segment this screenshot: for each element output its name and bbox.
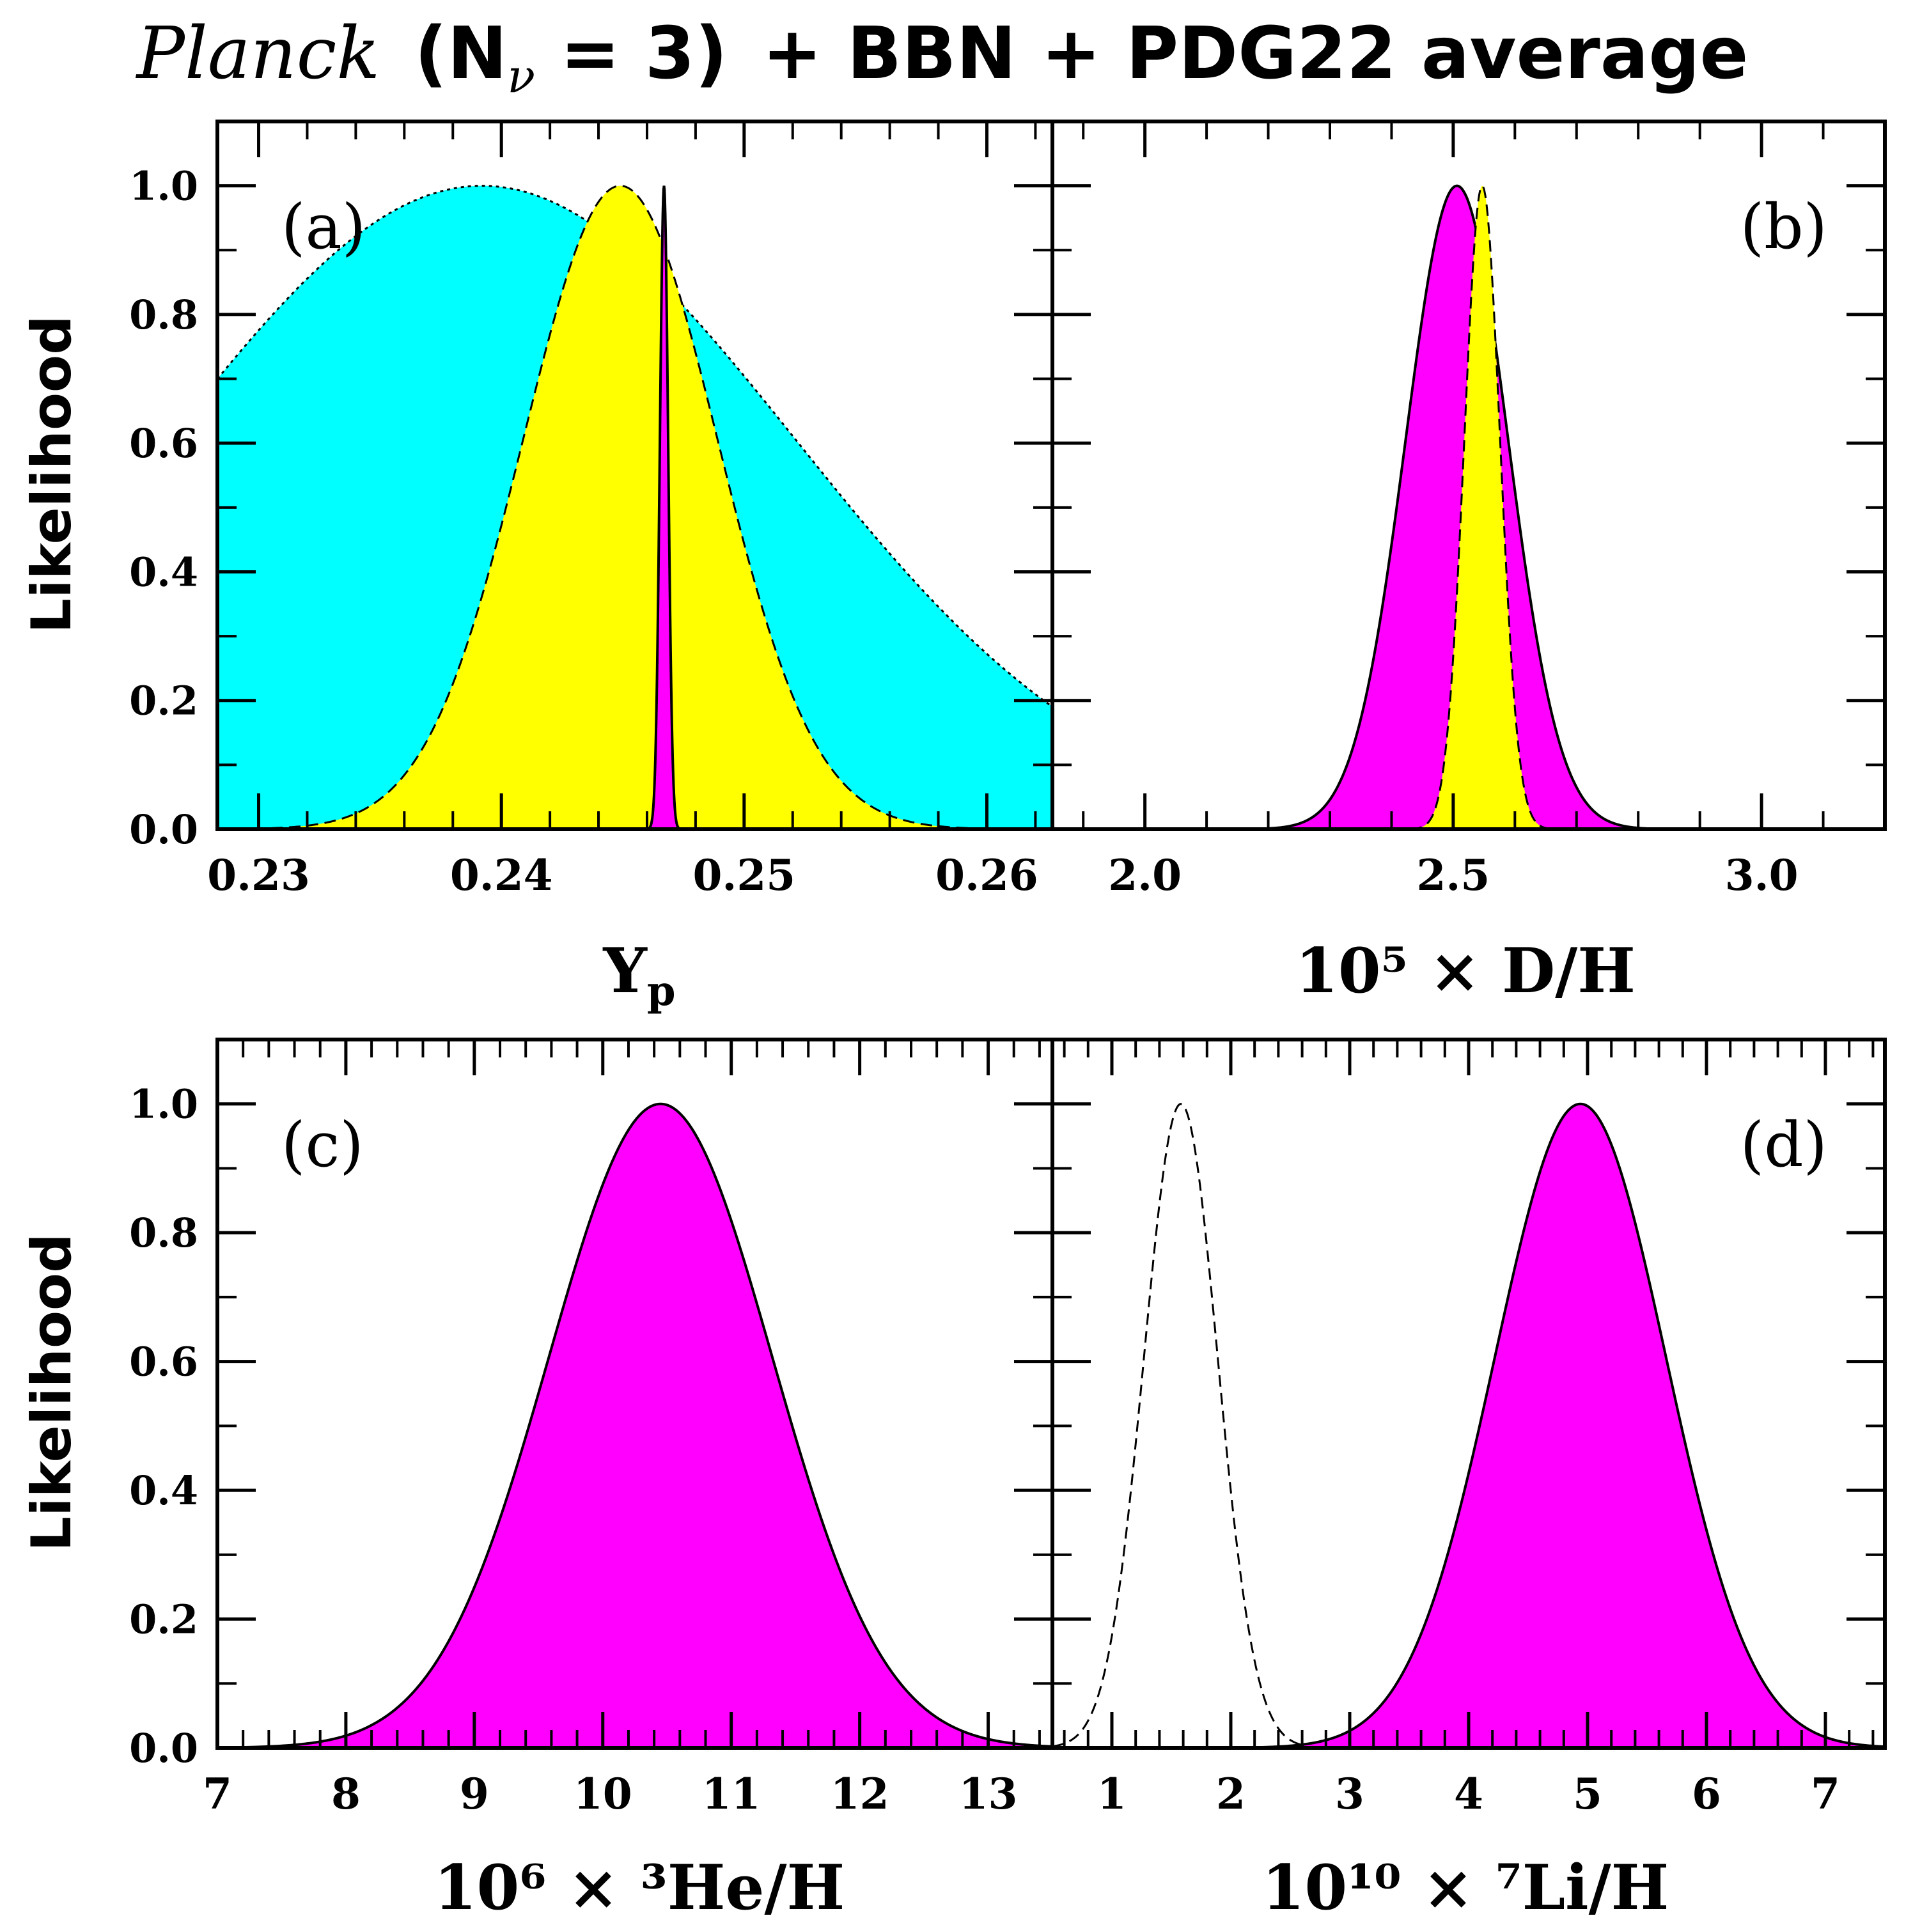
- series-fill-c-bbn-prediction: [217, 1103, 1052, 1748]
- series-line-c-bbn-prediction: [217, 1102, 1052, 1748]
- panel-label-c: (c): [281, 1109, 364, 1181]
- plot-area-a: [217, 185, 1052, 829]
- panel-label-b: (b): [1740, 191, 1827, 263]
- y-tick-label-c: 0.2: [129, 1596, 198, 1643]
- y-tick-label-a: 0.4: [129, 549, 198, 595]
- y-tick-label-c: 1.0: [129, 1081, 198, 1128]
- y-tick-label-a: 0.0: [129, 806, 198, 853]
- y-tick-label-a: 0.2: [129, 678, 198, 724]
- x-tick-label-c: 8: [331, 1769, 361, 1819]
- x-tick-label-c: 13: [959, 1769, 1018, 1819]
- panel-b: 2.0 2.5 3.0 (b): [1050, 120, 1887, 900]
- plot-area-b: [1052, 184, 1885, 829]
- x-tick-label-d: 1: [1097, 1769, 1127, 1819]
- panel-label-a: (a): [281, 191, 366, 263]
- y-tick-label-c: 0.8: [129, 1210, 198, 1256]
- x-axis-label-a: Yp: [602, 935, 675, 1015]
- y-tick-label-a: 1.0: [129, 163, 198, 210]
- panel-d: 1 2 3 4 5 6 7 (d): [1050, 1038, 1887, 1819]
- series-fill-b-observed-d-h: [1052, 185, 1885, 829]
- y-tick-label-c: 0.4: [129, 1467, 198, 1514]
- x-tick-label-d: 7: [1811, 1769, 1840, 1819]
- y-tick-label-a: 0.8: [129, 292, 198, 338]
- x-tick-label-d: 6: [1692, 1769, 1721, 1819]
- x-tick-label-c: 12: [831, 1769, 889, 1819]
- x-tick-label-a: 0.26: [935, 850, 1038, 900]
- x-tick-label-d: 2: [1216, 1769, 1245, 1819]
- series-line-a-observed-yp-wide-: [217, 185, 1052, 708]
- plot-frame-b: [1050, 120, 1887, 831]
- x-tick-label-a: 0.25: [692, 850, 795, 900]
- x-tick-label-c: 9: [460, 1769, 489, 1819]
- x-axis-label-b: 10⁵ × D/H: [1295, 935, 1636, 1007]
- plot-area-c: [217, 1102, 1052, 1748]
- x-tick-label-c: 11: [702, 1769, 761, 1819]
- y-axis-label-bottom: Likelihood: [20, 1233, 84, 1551]
- x-tick-label-a: 0.24: [450, 850, 553, 900]
- y-tick-label-c: 0.6: [129, 1339, 198, 1385]
- plot-area-d: [1052, 1102, 1885, 1748]
- series-fill-d-bbn-prediction: [1052, 1103, 1885, 1748]
- x-tick-label-b: 2.0: [1108, 850, 1182, 900]
- x-tick-label-c: 7: [203, 1769, 232, 1819]
- series-line-b-bbn-prediction: [1052, 184, 1885, 829]
- x-tick-label-a: 0.23: [207, 850, 310, 900]
- x-tick-label-d: 4: [1454, 1769, 1483, 1819]
- y-tick-label-c: 0.0: [129, 1725, 198, 1772]
- series-line-a-observed-yp: [217, 185, 1052, 829]
- panel-c: 7 8 9 10 11 12 13 0.0 0.2 0.4 0.6 0.8 1.0 (c): [129, 1038, 1054, 1819]
- x-axis-label-d: 10¹⁰ × ⁷Li/H: [1262, 1851, 1669, 1924]
- x-tick-label-b: 2.5: [1416, 850, 1490, 900]
- x-tick-label-d: 5: [1573, 1769, 1602, 1819]
- y-axis-label-top: Likelihood: [20, 315, 84, 633]
- figure-title: Planck (Nν = 3) + BBN + PDG22 average: [136, 12, 1749, 103]
- x-axis-label-c: 10⁶ × ³He/H: [434, 1851, 845, 1924]
- series-fill-a-observed-yp: [217, 185, 1052, 829]
- x-tick-label-c: 10: [574, 1769, 632, 1819]
- panel-label-d: (d): [1740, 1109, 1827, 1181]
- x-tick-label-b: 3.0: [1725, 850, 1799, 900]
- x-tick-label-d: 3: [1335, 1769, 1364, 1819]
- panel-a: 0.23 0.24 0.25 0.26 0.0 0.2 0.4 0.6 0.8 1.0 (a): [129, 120, 1054, 900]
- y-tick-label-a: 0.6: [129, 420, 198, 467]
- series-line-a-bbn-prediction: [217, 185, 1052, 829]
